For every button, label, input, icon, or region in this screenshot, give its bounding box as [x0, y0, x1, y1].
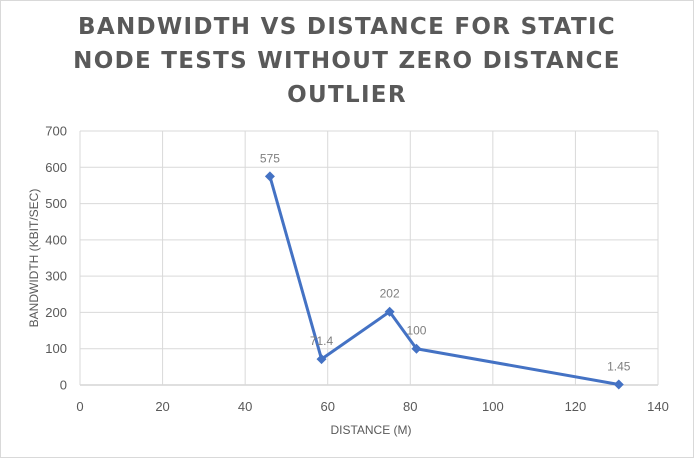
y-tick-label: 400: [45, 232, 67, 247]
x-tick-label: 40: [238, 399, 252, 414]
x-axis-title: DISTANCE (M): [330, 423, 411, 437]
chart-title: Bandwidth vs Distance for static node te…: [73, 14, 621, 108]
y-tick-label: 500: [45, 196, 67, 211]
data-label: 100: [406, 324, 426, 338]
x-tick-label: 0: [76, 399, 83, 414]
x-tick-label: 120: [565, 399, 587, 414]
x-tick-label: 140: [647, 399, 669, 414]
y-tick-label: 300: [45, 269, 67, 284]
x-tick-label: 20: [155, 399, 169, 414]
y-tick-label: 100: [45, 341, 67, 356]
data-point-marker: [411, 343, 422, 354]
y-tick-label: 200: [45, 305, 67, 320]
y-axis-title: BANDWIDTH (KBIT/SEC): [27, 189, 41, 328]
x-tick-label: 80: [403, 399, 417, 414]
data-point-marker: [316, 354, 327, 365]
data-point-marker: [384, 306, 395, 317]
x-tick-label: 100: [482, 399, 504, 414]
data-point-marker: [264, 171, 275, 182]
data-label: 202: [380, 287, 400, 301]
data-label: 1.45: [607, 359, 631, 373]
data-label: 575: [260, 151, 280, 165]
data-label: 71.4: [310, 334, 334, 348]
x-tick-label: 60: [320, 399, 334, 414]
y-tick-label: 0: [60, 378, 67, 393]
series-line: [268, 175, 620, 386]
y-tick-label: 600: [45, 160, 67, 175]
data-point-marker: [613, 379, 624, 390]
y-tick-label: 700: [45, 124, 67, 139]
